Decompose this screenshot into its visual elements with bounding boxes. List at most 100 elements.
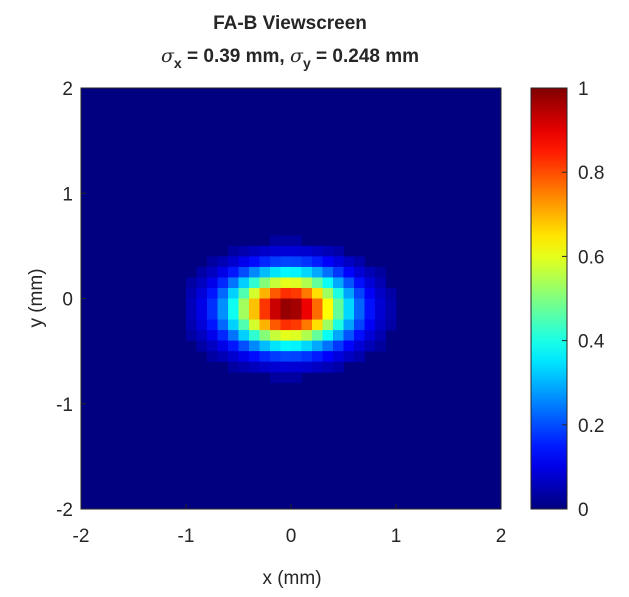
heatmap-cell	[291, 351, 302, 363]
heatmap-cell	[312, 319, 323, 331]
heatmap-cell	[280, 277, 292, 289]
heatmap-cell	[207, 340, 218, 352]
heatmap-cell	[312, 287, 323, 299]
heatmap-cell	[238, 277, 250, 289]
heatmap-cell	[249, 245, 260, 257]
heatmap-cell	[280, 266, 292, 278]
heatmap-cell	[249, 277, 260, 289]
colorbar-tick-label: 0.2	[578, 416, 604, 437]
heatmap-cell	[270, 351, 281, 363]
heatmap-cell	[322, 361, 334, 373]
heatmap-cell	[186, 298, 197, 310]
heatmap-cell	[280, 287, 292, 299]
heatmap-cell	[364, 266, 376, 278]
heatmap-cell	[291, 361, 302, 373]
heatmap-cell	[228, 277, 239, 289]
heatmap-cell	[312, 340, 323, 352]
heatmap-cell	[259, 256, 271, 268]
colorbar-ticks: 0 0.2 0.4 0.6 0.8 1	[562, 79, 605, 521]
heatmap-cell	[301, 245, 313, 257]
colorbar-tick-label: 0.4	[578, 332, 605, 353]
heatmap-cell	[343, 256, 355, 268]
sigma-y-value: = 0.248 mm	[311, 46, 419, 67]
colorbar-tick-label: 0.6	[578, 247, 604, 268]
heatmap-cell	[228, 287, 239, 299]
heatmap-cell	[196, 330, 208, 342]
heatmap-cell	[207, 256, 218, 268]
heatmap-cell	[207, 319, 218, 331]
heatmap-cell	[270, 298, 281, 310]
heatmap-cell	[322, 330, 334, 342]
heatmap-cell	[259, 340, 271, 352]
heatmap-cell	[196, 340, 208, 352]
heatmap-cell	[301, 309, 313, 320]
chart-subtitle: σx = 0.39 mm, σy = 0.248 mm	[161, 45, 419, 71]
heatmap-cell	[270, 256, 281, 268]
heatmap-cell	[259, 330, 271, 342]
heatmap-cell	[343, 340, 355, 352]
heatmap-cell	[343, 351, 355, 363]
heatmap-cell	[291, 340, 302, 352]
heatmap-cell	[280, 340, 292, 352]
heatmap-cell	[301, 256, 313, 268]
heatmap-cell	[354, 277, 365, 289]
heatmap-cell	[196, 266, 208, 278]
heatmap-cell	[385, 319, 397, 331]
heatmap-cell	[291, 298, 302, 310]
heatmap-cell	[249, 266, 260, 278]
heatmap-cell	[354, 298, 365, 310]
heatmap-cell	[249, 309, 260, 320]
heatmap-cell	[354, 340, 365, 352]
heatmap-cell	[343, 319, 355, 331]
heatmap-cell	[259, 298, 271, 310]
heatmap-cell	[291, 235, 302, 247]
heatmap-cell	[280, 351, 292, 363]
y-axis-ticks: -2 -1 0 1 2	[56, 79, 86, 521]
heatmap-cell	[312, 309, 323, 320]
heatmap-cell	[217, 309, 229, 320]
heatmap-cell	[301, 330, 313, 342]
heatmap-cell	[375, 309, 386, 320]
heatmap-cell	[280, 372, 292, 384]
heatmap-cell	[270, 277, 281, 289]
heatmap-cell	[312, 277, 323, 289]
heatmap-cell	[312, 245, 323, 257]
heatmap-cell	[333, 319, 344, 331]
x-axis-ticks: -2 -1 0 1 2	[73, 504, 507, 547]
heatmap-cell	[228, 309, 239, 320]
heatmap-cell	[354, 319, 365, 331]
y-tick-label: -2	[56, 500, 73, 521]
heatmap-cell	[238, 266, 250, 278]
colorbar-tick-label: 0	[578, 500, 589, 521]
x-tick-label: -2	[73, 526, 90, 547]
heatmap-cell	[217, 266, 229, 278]
heatmap-cell	[238, 319, 250, 331]
heatmap-cell	[270, 330, 281, 342]
heatmap-cell	[207, 351, 218, 363]
x-tick-label: 2	[496, 526, 507, 547]
heatmap-cell	[312, 298, 323, 310]
heatmap-cell	[207, 277, 218, 289]
heatmap-cell	[196, 319, 208, 331]
heatmap-cell	[228, 319, 239, 331]
heatmap-cell	[228, 351, 239, 363]
heatmap-cell	[343, 266, 355, 278]
heatmap-cell	[354, 266, 365, 278]
heatmap-cell	[249, 298, 260, 310]
heatmap-cell	[238, 361, 250, 373]
heatmap-plot-area	[81, 88, 501, 509]
heatmap-cell	[217, 340, 229, 352]
heatmap-cell	[322, 340, 334, 352]
heatmap-cell	[217, 256, 229, 268]
heatmap-cell	[291, 256, 302, 268]
heatmap-cell	[333, 361, 344, 373]
sigma-y-subscript: y	[303, 55, 311, 71]
heatmap-cell	[322, 351, 334, 363]
heatmap-cell	[312, 256, 323, 268]
colorbar	[530, 87, 568, 510]
heatmap-cell	[354, 256, 365, 268]
heatmap-cell	[364, 330, 376, 342]
heatmap-cell	[238, 256, 250, 268]
heatmap-cell	[301, 298, 313, 310]
